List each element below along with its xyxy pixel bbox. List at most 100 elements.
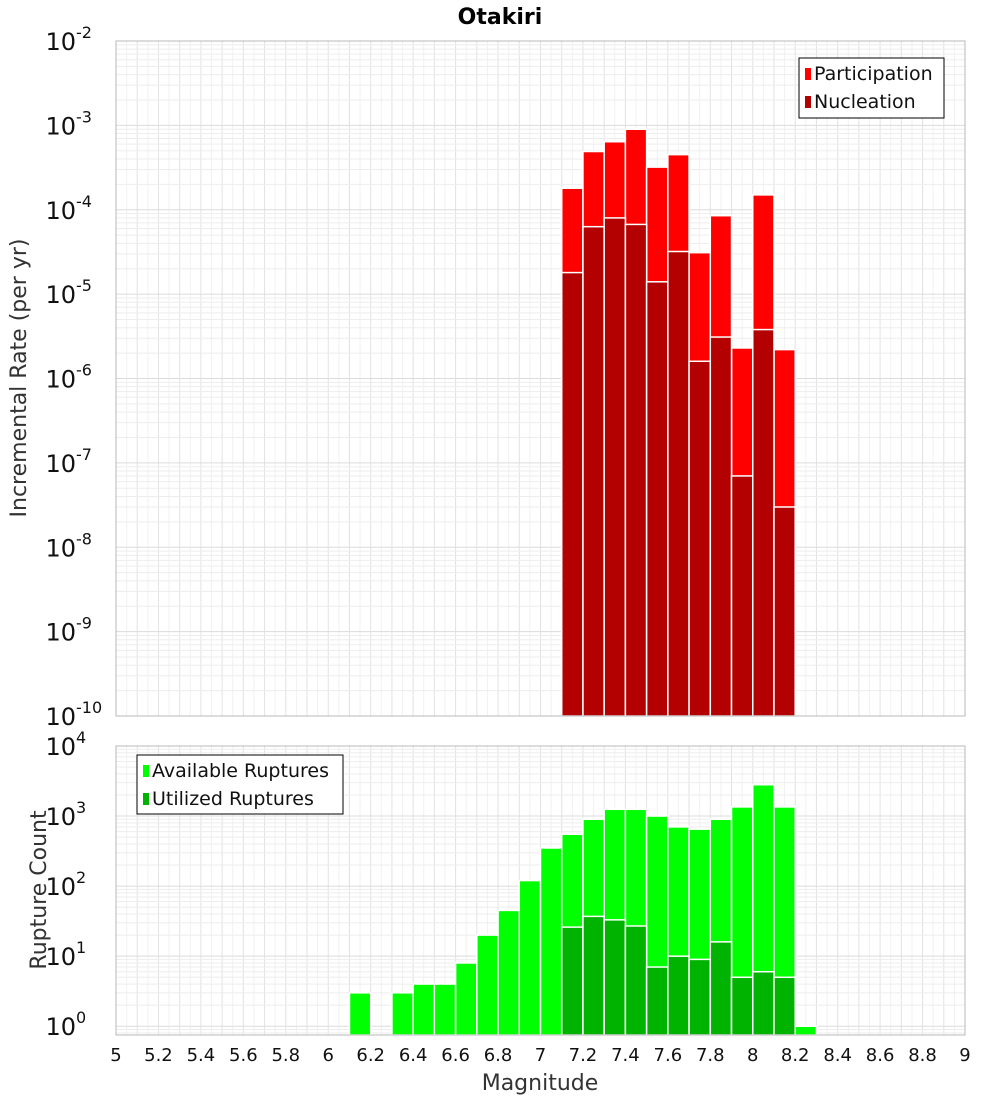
legend-swatch [805,96,811,108]
y-tick-label: 10 [45,619,76,647]
y-tick-label-exponent: -8 [76,529,92,548]
bar-utilized-ruptures [709,941,733,1036]
y-tick-label: 10 [45,112,76,140]
y-tick-label-exponent: -7 [76,445,92,464]
legend-swatch [143,793,149,805]
bar-utilized-ruptures [752,970,775,1036]
x-tick-label: 8.8 [908,1045,937,1066]
bar-utilized-ruptures [667,955,690,1036]
y-tick-label: 10 [45,450,76,478]
x-tick-label: 7.2 [569,1045,598,1066]
x-tick-label: 8.6 [866,1045,895,1066]
x-tick-label: 5.4 [187,1045,216,1066]
chart-title: Otakiri [458,5,543,30]
y-tick-label: 10 [45,1013,76,1041]
x-tick-label: 6 [323,1045,334,1066]
bar-available-ruptures [454,962,478,1036]
y-tick-label-exponent: 1 [76,938,86,957]
x-axis-label: Magnitude [482,1071,599,1096]
bar-nucleation [688,360,712,717]
bar-utilized-ruptures [730,976,754,1036]
legend: Available Ruptures Utilized Ruptures [136,754,344,815]
x-tick-label: 5.6 [229,1045,258,1066]
bar-available-ruptures [433,983,457,1036]
x-tick-label: 5.8 [271,1045,300,1066]
bar-nucleation [603,217,627,717]
y-tick-label: 10 [45,803,76,831]
y-tick-label-exponent: -10 [76,698,102,717]
plot-frame [115,40,966,717]
legend-entry: Participation [814,63,933,85]
bottom-y-axis-label: Rupture Count [27,810,52,970]
bar-available-ruptures [412,983,436,1036]
y-tick-label-exponent: 4 [76,728,86,747]
bar-available-ruptures [391,992,414,1036]
x-tick-label: 8 [747,1045,758,1066]
x-tick-label: 6.6 [441,1045,470,1066]
y-tick-label-exponent: -6 [76,361,92,380]
x-tick-label: 5 [110,1045,121,1066]
x-tick-label: 6.8 [484,1045,513,1066]
legend-box [798,57,945,119]
y-tick-label: 10 [45,28,76,56]
bar-nucleation [730,475,754,717]
bar-nucleation [645,281,669,717]
bar-nucleation [624,223,648,717]
y-tick-label-exponent: 2 [76,868,86,887]
x-tick-label: 5.2 [144,1045,173,1066]
legend-entry: Nucleation [814,91,916,113]
bar-available-ruptures [539,847,563,1036]
bar-available-ruptures [497,909,521,1036]
bar-available-ruptures [476,934,499,1036]
bar-utilized-ruptures [603,919,627,1036]
y-tick-label-exponent: -9 [76,614,92,633]
y-tick-label-exponent: -4 [76,192,92,211]
x-tick-label: 7.6 [654,1045,683,1066]
bar-nucleation [773,506,796,717]
legend: Participation Nucleation [798,57,945,119]
legend-swatch [143,765,149,777]
x-tick-label: 7 [535,1045,546,1066]
bar-nucleation [752,328,775,717]
x-tick-label: 9 [959,1045,970,1066]
x-tick-label: 7.8 [696,1045,725,1066]
legend-entry: Available Ruptures [152,760,329,782]
x-tick-label: 6.4 [399,1045,428,1066]
y-tick-label: 10 [45,943,76,971]
y-tick-label: 10 [45,281,76,309]
plot-frame [115,745,966,1036]
x-tick-label: 6.2 [356,1045,385,1066]
y-tick-label: 10 [45,733,76,761]
x-tick-label: 8.2 [781,1045,810,1066]
plot-panel-1: 10 010 110 210 310 45 5.2 5.4 5.6 5.8 6 6.2 6.4 6.6 6.… [45,728,970,1066]
bar-nucleation [560,271,584,717]
x-tick-label: 8.4 [823,1045,852,1066]
y-tick-label-exponent: -5 [76,276,92,295]
x-tick-label: 7.4 [611,1045,640,1066]
bar-utilized-ruptures [624,925,648,1036]
y-tick-label-exponent: 3 [76,798,86,817]
bar-utilized-ruptures [688,958,712,1036]
legend-box [136,754,344,815]
top-y-axis-label: Incremental Rate (per yr) [7,239,32,518]
bar-available-ruptures [794,1025,818,1036]
bar-utilized-ruptures [645,966,669,1036]
bar-available-ruptures [518,879,542,1036]
y-tick-label-exponent: 0 [76,1008,86,1027]
y-tick-label: 10 [45,366,76,394]
y-tick-label-exponent: -3 [76,107,92,126]
y-tick-label: 10 [45,534,76,562]
bar-nucleation [667,250,690,717]
legend-entry: Utilized Ruptures [152,788,314,810]
y-tick-label-exponent: -2 [76,23,92,42]
y-tick-label: 10 [45,197,76,225]
y-tick-label: 10 [45,873,76,901]
bar-utilized-ruptures [560,926,584,1036]
y-tick-label: 10 [45,703,76,731]
bar-nucleation [582,225,605,717]
bar-available-ruptures [348,992,372,1036]
bar-utilized-ruptures [773,976,796,1036]
